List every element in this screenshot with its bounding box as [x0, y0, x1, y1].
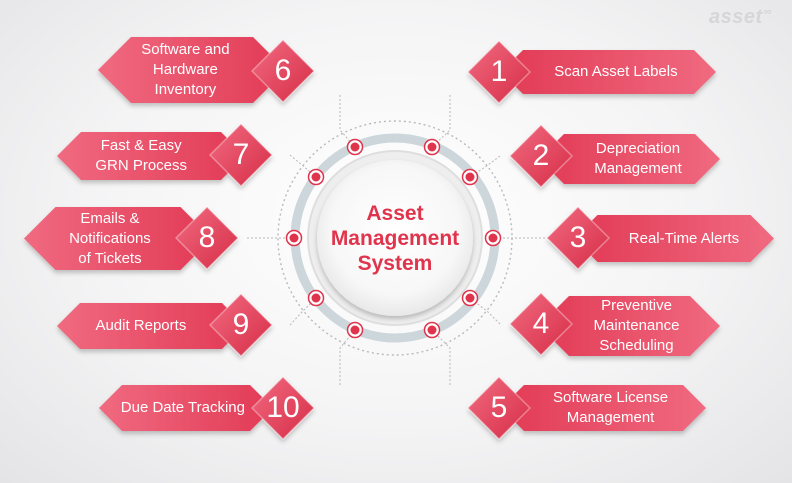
number-badge-9 — [208, 292, 274, 358]
ring-dot-core-3 — [488, 233, 498, 243]
item-label-10: Due Date Tracking — [120, 399, 245, 416]
connector-9 — [289, 297, 317, 326]
item-2 — [508, 123, 720, 189]
outer-dotted-ring — [277, 120, 513, 356]
item-label-3: Real-Time Alerts — [628, 229, 740, 247]
number-badge-3 — [545, 205, 611, 271]
ring-dot-core-7 — [311, 172, 321, 182]
item-bar-5 — [501, 385, 706, 431]
hub-title: Asset Management System — [330, 201, 460, 275]
item-10 — [99, 375, 316, 441]
item-label-9: Audit Reports — [95, 317, 187, 334]
item-bar-7 — [57, 132, 245, 180]
item-4 — [508, 291, 720, 357]
ring-dot-core-5 — [427, 325, 437, 335]
item-bar-6 — [98, 37, 286, 103]
item-number-6: 6 — [274, 54, 292, 87]
connector-10 — [339, 329, 356, 385]
item-label-2: Depreciation Management — [594, 140, 682, 177]
item-bar-3 — [574, 215, 774, 262]
item-bar-4 — [539, 296, 720, 356]
item-number-9: 9 — [232, 308, 250, 341]
ring-dot-core-1 — [427, 142, 437, 152]
number-badge-4 — [508, 291, 574, 357]
item-number-1: 1 — [490, 55, 508, 88]
item-bar-1 — [501, 50, 716, 94]
ring-dot-core-4 — [465, 293, 475, 303]
ring-dot-core-8 — [289, 233, 299, 243]
item-label-1: Scan Asset Labels — [554, 63, 678, 80]
number-badge-2 — [508, 123, 574, 189]
feature-items — [24, 37, 774, 441]
ring-dot-core-2 — [465, 172, 475, 182]
number-badge-10 — [250, 375, 316, 441]
item-number-10: 10 — [266, 391, 300, 424]
item-number-8: 8 — [198, 221, 216, 254]
item-bar-9 — [57, 303, 245, 349]
hub-disc — [317, 160, 473, 316]
ring-dot-core-9 — [311, 293, 321, 303]
item-label-5: Software License Management — [553, 389, 669, 426]
item-7 — [57, 122, 274, 188]
item-label-6: Software and Hardware Inventory — [141, 41, 230, 98]
number-badge-8 — [174, 205, 240, 271]
item-bar-8 — [24, 207, 212, 270]
item-1 — [466, 39, 716, 105]
item-label-7: Fast & Easy GRN Process — [95, 137, 188, 174]
item-number-4: 4 — [532, 307, 550, 340]
item-bar-10 — [99, 385, 273, 431]
connector-1 — [431, 95, 451, 148]
brand-logo: asset∞ — [709, 6, 772, 28]
item-bar-2 — [539, 134, 720, 184]
number-badge-5 — [466, 375, 532, 441]
item-3 — [545, 205, 774, 271]
item-number-7: 7 — [232, 138, 250, 171]
item-6 — [98, 37, 316, 104]
ring-dot-core-6 — [350, 142, 360, 152]
hub — [277, 120, 513, 356]
item-number-5: 5 — [490, 391, 508, 424]
number-badge-1 — [466, 39, 532, 105]
connector-7 — [289, 154, 317, 178]
item-label-4: Preventive Maintenance Scheduling — [593, 297, 680, 354]
connector-5 — [431, 329, 451, 385]
number-badge-7 — [208, 122, 274, 188]
ring-dot-core-10 — [350, 325, 360, 335]
item-8 — [24, 205, 240, 271]
item-5 — [466, 375, 706, 441]
item-number-3: 3 — [569, 221, 587, 254]
number-badge-6 — [250, 38, 316, 104]
item-label-8: Emails & Notifications of Tickets — [69, 209, 151, 267]
item-number-2: 2 — [532, 139, 550, 172]
item-9 — [57, 292, 274, 358]
